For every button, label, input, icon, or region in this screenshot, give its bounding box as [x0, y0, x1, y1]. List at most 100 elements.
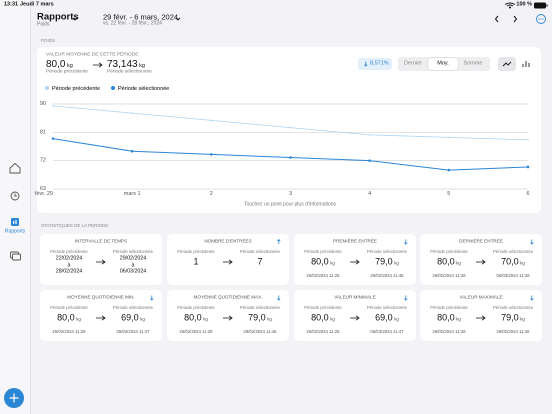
history-tab[interactable]	[10, 191, 20, 201]
photos-tab[interactable]	[10, 251, 21, 261]
reports-tab[interactable]	[11, 218, 19, 226]
trend-arrow	[277, 295, 281, 301]
selected-label: Période sélectionnée	[492, 248, 534, 254]
unit: kg	[139, 63, 145, 69]
stat-value: 7	[257, 256, 263, 267]
arrow-icon	[223, 315, 233, 321]
arrow-icon	[350, 315, 360, 321]
more-button[interactable]	[536, 14, 546, 24]
stat-date: 29/02/2024 11:46	[370, 272, 404, 278]
data-point	[210, 153, 213, 156]
icon	[530, 295, 534, 301]
x-tick-label: 2	[210, 191, 213, 197]
summary-label: VALEUR MOYENNE DE CETTE PÉRIODE	[46, 52, 139, 58]
icon	[404, 239, 408, 245]
icon	[350, 259, 360, 265]
add-button[interactable]	[4, 388, 24, 408]
next-period-button[interactable]	[513, 15, 518, 23]
stat-unit: kg	[520, 260, 525, 266]
stat-value: 80,0	[437, 312, 455, 323]
stat-card[interactable]	[167, 290, 289, 341]
arrow-icon	[350, 259, 360, 265]
chart-card	[37, 47, 541, 213]
previous-label: Période précédente	[430, 248, 468, 254]
period-comparison: vs. 22 févr. - 28 févr., 2024	[103, 20, 162, 27]
legend-swatch	[111, 86, 115, 90]
title-chevron[interactable]	[72, 17, 78, 21]
change-value: 8,571%	[370, 60, 389, 67]
stat-value: 1	[193, 256, 199, 267]
icon	[476, 315, 486, 321]
data-point	[447, 168, 451, 172]
trend-arrow	[277, 239, 281, 245]
y-tick-label: 72	[40, 158, 46, 164]
period-title[interactable]: 29 févr. - 6 mars, 2024	[103, 12, 179, 22]
previous-value: 80,0 kg	[437, 312, 461, 323]
stat-title: INTERVALLE DE TEMPS	[74, 238, 128, 244]
icon	[476, 259, 486, 265]
arrow-icon	[93, 62, 103, 68]
stat-unit: kg	[140, 316, 145, 322]
home-tab[interactable]	[9, 162, 21, 174]
previous-value: 80,0 kg	[184, 313, 208, 323]
data-point	[131, 112, 133, 114]
period-chevron[interactable]	[175, 17, 181, 21]
date-range-line: à	[131, 261, 135, 268]
date-range-line: 28/02/2024	[55, 268, 83, 275]
stat-title: VALEUR MAXIMALE	[459, 294, 503, 300]
selected-label: Période sélectionnée	[239, 304, 281, 310]
stat-date: 26/02/2024 11:28	[432, 272, 466, 278]
stat-card[interactable]	[420, 290, 542, 341]
previous-label: Période précédente	[177, 304, 215, 310]
stat-date: 26/02/2024 11:28	[306, 328, 340, 334]
stat-value: 70,0	[501, 256, 519, 267]
trend-icon	[404, 239, 408, 245]
stat-unit: kg	[520, 316, 525, 322]
date-range-line: 22/02/2024	[55, 255, 83, 262]
previous-value: 80,0 kg	[311, 256, 335, 267]
stat-card[interactable]	[420, 234, 542, 285]
arrow-icon	[223, 259, 233, 265]
stat-card[interactable]	[40, 234, 162, 285]
selected-value: 69,0 kg	[121, 313, 145, 323]
stat-card[interactable]	[294, 234, 416, 285]
value: 73,143	[107, 59, 138, 70]
mode-option[interactable]: Moy.	[437, 60, 449, 67]
previous-period-button[interactable]	[494, 15, 499, 23]
data-point	[289, 156, 292, 159]
trend-icon	[530, 239, 534, 245]
data-point	[448, 136, 450, 139]
stat-card[interactable]	[40, 290, 162, 341]
previous-average: 80,0 kg	[46, 60, 73, 70]
stat-value: 80,0	[311, 312, 329, 323]
selected-value: 79,0 kg	[375, 256, 399, 267]
selected-value: 79,0 kg	[501, 312, 525, 323]
stat-card[interactable]	[167, 234, 289, 285]
arrow-icon	[96, 315, 106, 321]
reports-tab-label[interactable]: Rapports	[4, 228, 26, 235]
mode-selected	[428, 58, 458, 70]
selected-label: Période sélectionnée	[366, 248, 408, 254]
series-line	[52, 138, 529, 171]
x-tick-label: 5	[447, 191, 450, 197]
stat-date: 26/02/2024 11:28	[52, 328, 86, 334]
trend-arrow	[150, 295, 154, 301]
mode-option[interactable]: Somme	[463, 60, 483, 67]
icon	[404, 295, 408, 301]
icon	[223, 315, 233, 321]
icon	[277, 239, 281, 245]
date-range-line: 29/02/2024	[119, 255, 147, 262]
stat-card[interactable]	[294, 290, 416, 341]
date-range-line: 06/03/2024	[119, 268, 147, 275]
page-subtitle: Poids	[37, 21, 50, 28]
data-point	[210, 119, 213, 122]
mode-option[interactable]: Dernier	[403, 60, 423, 67]
data-point	[52, 105, 54, 107]
stat-value: 80,0	[311, 256, 329, 267]
legend-label: Période sélectionnée	[118, 86, 169, 92]
page-title[interactable]: Rapports	[37, 11, 79, 23]
stat-value: 79,0	[501, 312, 519, 323]
trend-arrow	[530, 239, 534, 245]
stat-value: 79,0	[375, 256, 393, 267]
